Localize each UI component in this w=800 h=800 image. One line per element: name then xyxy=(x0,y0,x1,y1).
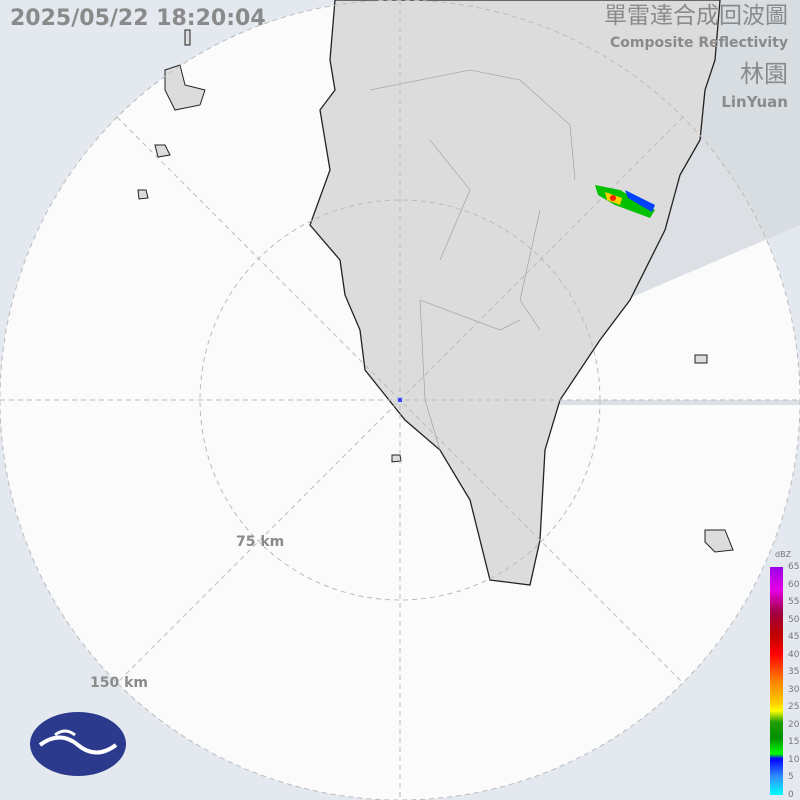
legend-tick: 0 xyxy=(788,789,794,800)
timestamp: 2025/05/22 18:20:04 xyxy=(10,6,266,31)
islands-penghu xyxy=(137,29,734,553)
legend-tick: 15 xyxy=(788,737,800,747)
legend-tick: 50 xyxy=(788,614,800,625)
station-en: LinYuan xyxy=(721,93,788,111)
title-zh: 單雷達合成回波圖 xyxy=(604,3,788,29)
legend-tick: 25 xyxy=(788,702,800,712)
legend-tick: 5 xyxy=(788,772,794,782)
range-label-150: 150 km xyxy=(90,675,148,691)
legend-tick: 10 xyxy=(788,754,800,765)
legend-colorbar xyxy=(770,567,783,795)
legend-tick: 55 xyxy=(788,597,800,607)
color-legend: 65 60 55 50 45 40 35 30 25 20 15 10 5 0 xyxy=(768,562,800,800)
legend-tick: 40 xyxy=(788,649,800,660)
radar-site xyxy=(398,398,402,402)
legend-tick: 30 xyxy=(788,684,800,695)
range-label-75: 75 km xyxy=(236,534,285,550)
title-en: Composite Reflectivity xyxy=(610,35,788,51)
legend-tick: 45 xyxy=(788,632,800,642)
legend-tick: 20 xyxy=(788,719,800,730)
legend-tick: 65 xyxy=(788,562,800,572)
echo-cells xyxy=(398,185,655,402)
station-zh: 林園 xyxy=(740,60,788,88)
legend-tick: 35 xyxy=(788,667,800,677)
land-taiwan xyxy=(309,0,721,586)
county-boundaries xyxy=(369,69,576,451)
legend-tick: 60 xyxy=(788,579,800,590)
cwa-logo xyxy=(30,712,126,776)
legend-unit: dBZ xyxy=(775,550,792,559)
